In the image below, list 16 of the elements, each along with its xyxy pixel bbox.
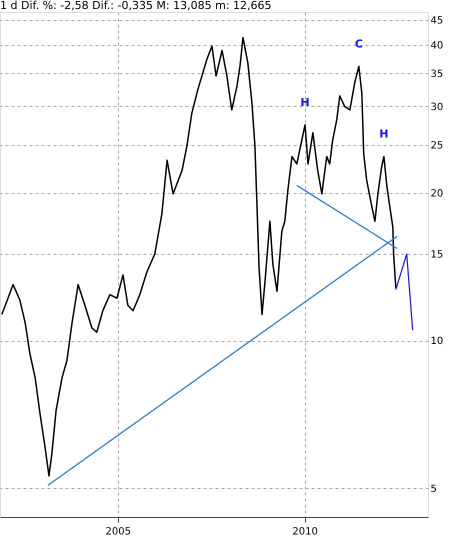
y-tick-label: 25 bbox=[430, 140, 444, 152]
x-tick-label: 2005 bbox=[106, 526, 131, 538]
y-tick-label: 40 bbox=[430, 40, 444, 52]
x-tick-label: 2010 bbox=[292, 526, 318, 538]
y-tick-label: 5 bbox=[430, 484, 437, 495]
y-tick-label: 30 bbox=[430, 102, 444, 113]
annotation: H bbox=[379, 128, 388, 141]
line-series bbox=[1, 36, 397, 477]
y-tick-label: 35 bbox=[430, 68, 444, 80]
y-tick-label: 15 bbox=[430, 250, 444, 261]
y-tick-label: 45 bbox=[430, 15, 444, 26]
chart-title: 1 d Dif. %: -2,58 Dif.: -0,335 M: 13,085 m: 12,665 bbox=[0, 0, 272, 12]
y-tick-label: 10 bbox=[430, 336, 444, 348]
annotation: C bbox=[354, 37, 363, 50]
annotation: H bbox=[300, 96, 310, 109]
y-tick-label: 20 bbox=[430, 188, 444, 200]
